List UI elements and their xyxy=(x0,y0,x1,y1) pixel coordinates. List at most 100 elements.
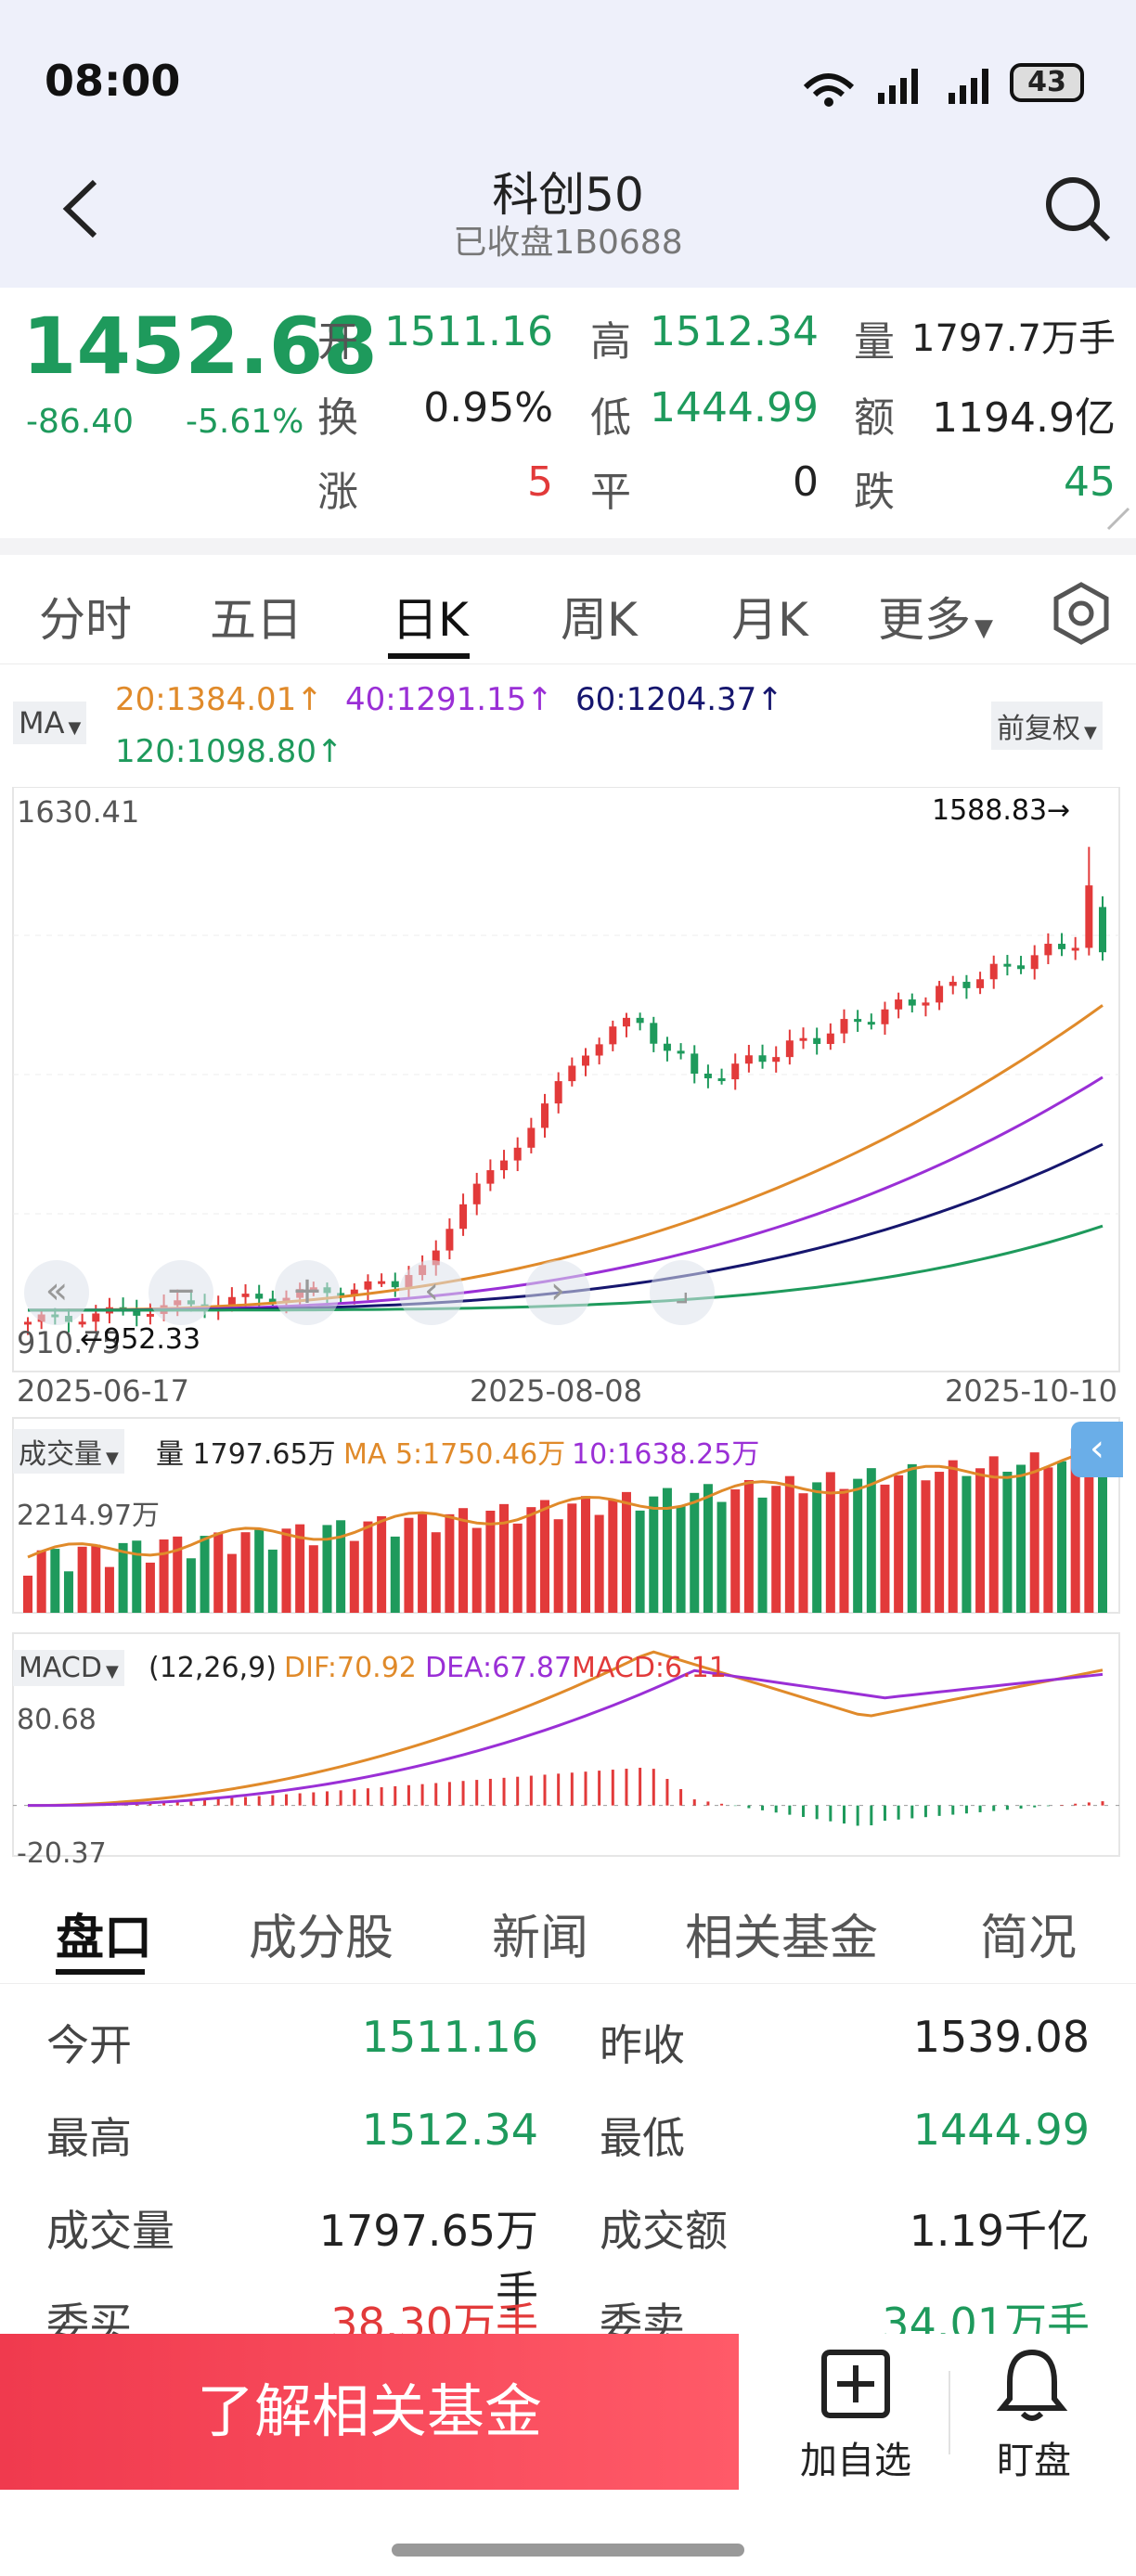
volume-bar xyxy=(336,1520,346,1613)
candle-body xyxy=(78,1321,86,1325)
candle-body xyxy=(663,1043,671,1051)
macd-selector-label: MACD xyxy=(19,1652,102,1684)
volume-bar xyxy=(1002,1471,1013,1613)
home-indicator[interactable] xyxy=(392,2544,744,2557)
tab-more[interactable]: 更多 ▼ xyxy=(878,583,993,650)
candle-body xyxy=(350,1289,358,1296)
date-mid: 2025-08-08 xyxy=(470,1373,642,1409)
fullscreen-icon[interactable]: ⌟ xyxy=(650,1260,715,1325)
low-value: 1444.99 xyxy=(650,384,819,431)
bell-icon[interactable] xyxy=(993,2345,1071,2423)
panel-label: 昨收 xyxy=(600,2020,685,2070)
tab-constituents[interactable]: 成分股 xyxy=(249,1911,394,1966)
volume-bar xyxy=(812,1482,822,1613)
volume-bar xyxy=(254,1528,265,1613)
candle-body xyxy=(1099,907,1106,953)
candle-body xyxy=(527,1127,536,1148)
price-axis-bottom: 910.75 xyxy=(17,1325,121,1360)
tab-order-book[interactable]: 盘口 xyxy=(56,1911,153,1966)
period-tabs: 分时 五日 日K 周K 月K 更多 ▼ xyxy=(0,555,1136,664)
back-icon[interactable] xyxy=(58,176,104,241)
ma120-label: 120:1098.80↑ xyxy=(115,733,343,770)
tab-news[interactable]: 新闻 xyxy=(492,1911,589,1966)
macd-box xyxy=(12,1632,1120,1857)
tab-intraday[interactable]: 分时 xyxy=(39,593,132,647)
panel-value: 1511.16 xyxy=(361,2012,538,2062)
price-box xyxy=(12,787,1120,1372)
macd-axis-top: 80.68 xyxy=(17,1704,97,1736)
candle-body xyxy=(636,1017,644,1024)
volume-ma10: 10:1638.25万 xyxy=(572,1438,760,1471)
add-watchlist-icon[interactable] xyxy=(820,2349,891,2419)
zoom-out-icon[interactable]: − xyxy=(148,1260,213,1325)
candle-body xyxy=(1058,944,1066,949)
volume-bar xyxy=(771,1486,781,1613)
dropdown-icon: ▼ xyxy=(975,614,993,642)
ma-selector[interactable]: MA ▼ xyxy=(13,702,87,744)
tab-daily-k[interactable]: 日K xyxy=(392,593,469,647)
tab-overview[interactable]: 简况 xyxy=(980,1911,1078,1966)
volume-bar xyxy=(825,1472,835,1613)
panel-label: 最高 xyxy=(46,2113,132,2163)
tab-more-label: 更多 xyxy=(878,593,971,647)
settings-icon[interactable] xyxy=(1049,581,1114,646)
tab-5day[interactable]: 五日 xyxy=(210,593,303,647)
max-price-label: 1588.83→ xyxy=(932,794,1071,827)
volume-bar xyxy=(281,1528,291,1613)
tab-monthly-k[interactable]: 月K xyxy=(731,593,808,647)
macd-selector[interactable]: MACD ▼ xyxy=(13,1650,124,1686)
candle-body xyxy=(826,1033,834,1045)
volume-bar xyxy=(526,1507,536,1613)
volume-bar xyxy=(1057,1461,1067,1613)
volume-bar xyxy=(512,1523,523,1613)
scroll-right-icon[interactable]: › xyxy=(525,1260,590,1325)
expand-corner-icon[interactable] xyxy=(1106,507,1130,531)
volume-selector[interactable]: 成交量 ▼ xyxy=(13,1429,124,1474)
price-change: -86.40 xyxy=(26,403,135,441)
candle-body xyxy=(1044,944,1052,956)
candle-body xyxy=(364,1281,372,1290)
collapse-side-icon[interactable]: ‹ xyxy=(1071,1422,1123,1477)
volume-bar xyxy=(757,1497,768,1613)
candle-body xyxy=(895,999,903,1010)
candle-body xyxy=(581,1055,589,1066)
candle-body xyxy=(609,1026,617,1045)
volume-bar xyxy=(431,1532,441,1613)
candle-body xyxy=(936,985,944,1003)
add-watchlist-label[interactable]: 加自选 xyxy=(800,2440,911,2482)
dropdown-icon: ▼ xyxy=(68,718,82,738)
panel-label: 最低 xyxy=(600,2113,685,2163)
candle-body xyxy=(622,1017,630,1027)
watch-label[interactable]: 盯盘 xyxy=(997,2440,1071,2482)
open-value: 1511.16 xyxy=(384,308,553,355)
candle-body xyxy=(432,1250,440,1266)
zoom-in-icon[interactable]: + xyxy=(275,1260,340,1325)
macd-dea: DEA:67.87 xyxy=(425,1652,573,1684)
rewind-icon[interactable]: « xyxy=(24,1260,89,1325)
tab-related-funds[interactable]: 相关基金 xyxy=(685,1911,879,1966)
volume-bar xyxy=(23,1576,32,1613)
panel-label: 成交额 xyxy=(600,2206,728,2256)
learn-funds-button[interactable]: 了解相关基金 xyxy=(0,2334,739,2490)
search-icon[interactable] xyxy=(1041,173,1116,247)
volume-bar xyxy=(36,1550,46,1613)
signal-icons xyxy=(803,69,988,107)
volume-bar xyxy=(594,1514,604,1613)
dropdown-icon: ▼ xyxy=(106,1449,119,1468)
candle-body xyxy=(378,1281,386,1284)
status-bar: 08:00 43 xyxy=(0,0,1136,158)
volume-bar xyxy=(418,1512,428,1613)
divider xyxy=(0,538,1136,555)
price-change-pct: -5.61% xyxy=(186,403,304,441)
candle-body xyxy=(500,1160,509,1171)
volume-bar xyxy=(975,1468,986,1613)
candle-body xyxy=(744,1055,753,1064)
scroll-left-icon[interactable]: ‹ xyxy=(399,1260,464,1325)
candle-body xyxy=(949,982,957,986)
volume-bar xyxy=(471,1527,482,1613)
dropdown-icon: ▼ xyxy=(105,1662,119,1681)
tab-weekly-k[interactable]: 周K xyxy=(561,593,638,647)
adjust-selector[interactable]: 前复权 ▼ xyxy=(991,702,1103,750)
candle-body xyxy=(908,999,916,1006)
volume-bar xyxy=(948,1460,958,1613)
